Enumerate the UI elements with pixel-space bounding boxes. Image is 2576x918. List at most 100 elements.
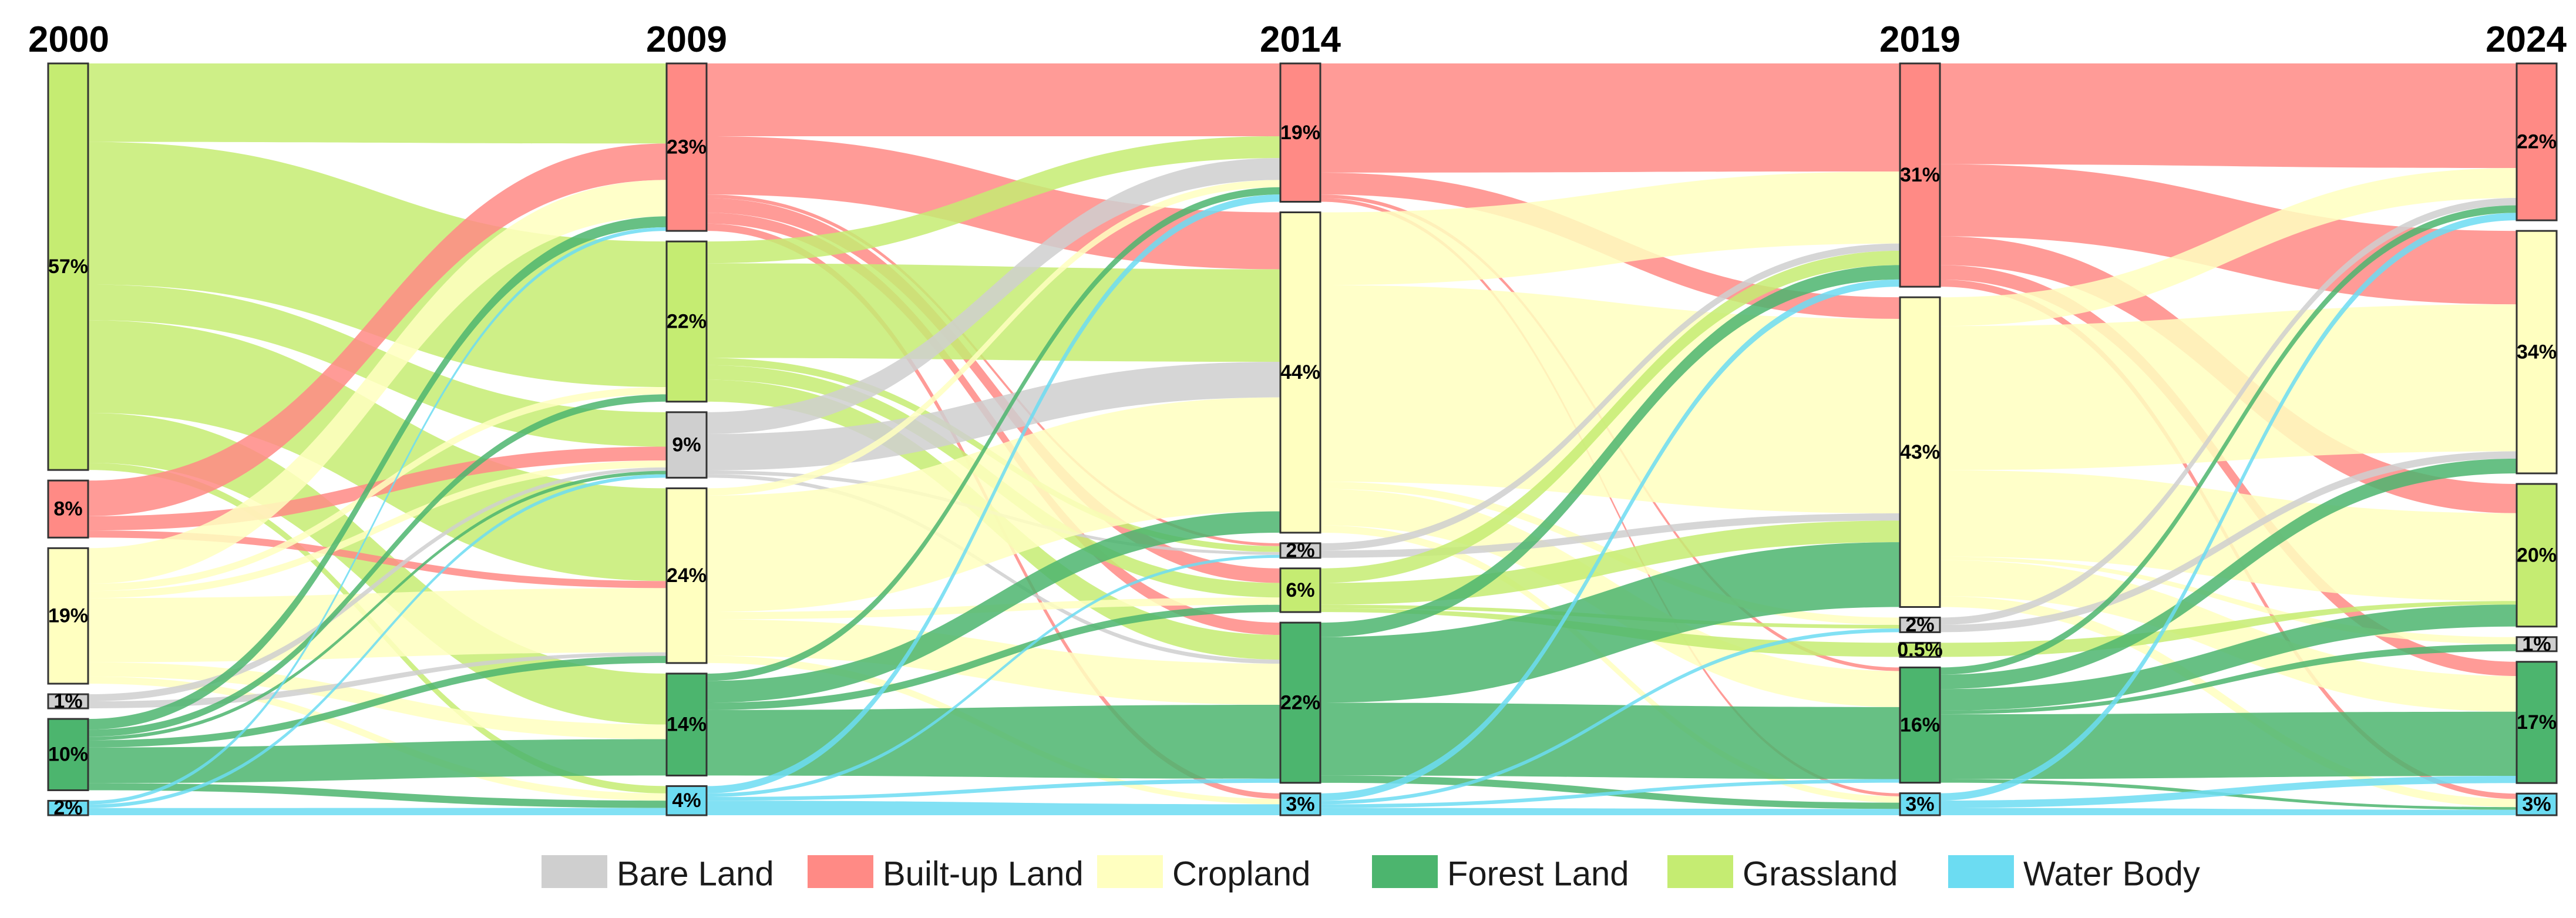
flow-2019-cropland-to-2024-water-body [1940, 596, 2517, 808]
node-label-2024-built-up-land: 22% [2517, 131, 2557, 153]
node-label-2014-bare-land: 2% [1286, 539, 1314, 561]
flow-2014-cropland-to-2019-built-up-land [1320, 171, 1900, 285]
node-label-2024-water-body: 3% [2522, 793, 2551, 816]
node-2000-water-body [47, 799, 89, 816]
node-2014-built-up-land [1279, 62, 1321, 203]
legend-swatch-water-body [1948, 855, 2014, 888]
node-2019-cropland [1899, 296, 1941, 608]
node-label-2000-water-body: 2% [53, 797, 82, 819]
flow-2009-forest-land-to-2014-cropland [707, 511, 1280, 703]
node-2009-water-body [665, 785, 708, 816]
flow-2009-water-body-to-2014-bare-land [707, 554, 1280, 798]
flow-2000-forest-land-to-2009-water-body [88, 783, 667, 808]
year-labels: 2000 2009 2014 2019 2024 [28, 19, 2567, 60]
node-2014-water-body [1279, 792, 1321, 816]
flow-2009-bare-land-to-2014-cropland [707, 362, 1280, 470]
node-2000-built-up-land [47, 479, 89, 539]
node-2024-cropland [2516, 230, 2558, 475]
node-2019-water-body [1899, 792, 1941, 816]
node-2009-grassland [665, 240, 708, 403]
flow-2000-grassland-to-2009-built-up-land [88, 63, 667, 144]
legend-swatch-bare-land [542, 855, 607, 888]
node-label-2009-water-body: 4% [672, 789, 701, 812]
year-label-2019: 2019 [1879, 19, 1960, 60]
flow-2019-bare-land-to-2024-built-up-land [1940, 197, 2517, 625]
flow-2000-grassland-to-2009-cropland [88, 320, 667, 581]
node-2014-cropland [1279, 211, 1321, 534]
node-label-2014-water-body: 3% [1286, 793, 1314, 815]
node-2014-grassland [1279, 567, 1321, 613]
flow-2014-water-body-to-2019-bare-land [1320, 628, 1900, 805]
flow-2019-cropland-to-2024-grassland [1940, 470, 2517, 601]
flow-2009-cropland-to-2014-cropland [707, 397, 1280, 613]
node-2000-bare-land [47, 693, 89, 709]
flow-2019-water-body-to-2024-built-up-land [1940, 213, 2517, 801]
flow-2014-grassland-to-2019-built-up-land [1320, 250, 1900, 583]
flow-2000-cropland-to-2009-built-up-land [88, 180, 667, 584]
flow-2009-cropland-to-2014-built-up-land [707, 180, 1280, 496]
flow-2009-bare-land-to-2014-built-up-land [707, 158, 1280, 434]
flow-2014-water-body-to-2019-forest-land [1320, 779, 1900, 808]
node-label-2000-forest-land: 10% [48, 744, 88, 766]
flow-2009-forest-land-to-2014-built-up-land [707, 187, 1280, 681]
legend-label-water-body: Water Body [2023, 855, 2200, 893]
flows-layer [88, 63, 2517, 815]
flow-2019-forest-land-to-2024-bare-land [1940, 644, 2517, 715]
node-2009-built-up-land [665, 62, 708, 232]
flow-2009-cropland-to-2014-forest-land [707, 619, 1280, 705]
node-label-2019-grassland: 0.5% [1897, 638, 1943, 661]
node-label-2000-built-up-land: 8% [53, 498, 82, 520]
node-2000-forest-land [47, 718, 89, 791]
flow-2009-built-up-land-to-2014-grassland [707, 198, 1280, 583]
flow-2019-forest-land-to-2024-grassland [1940, 604, 2517, 711]
node-2009-cropland [665, 487, 708, 664]
flow-2009-forest-land-to-2014-forest-land [707, 704, 1280, 779]
node-label-2000-bare-land: 1% [53, 690, 82, 712]
flow-2009-grassland-to-2014-cropland [707, 263, 1280, 362]
node-2024-bare-land [2516, 636, 2558, 653]
node-label-2024-forest-land: 17% [2517, 711, 2557, 734]
node-label-2014-built-up-land: 19% [1280, 122, 1320, 144]
flow-2019-cropland-to-2024-forest-land [1940, 560, 2517, 712]
year-label-2024: 2024 [2486, 19, 2567, 60]
flow-2000-built-up-land-to-2009-built-up-land [88, 143, 667, 516]
node-label-2000-grassland: 57% [48, 255, 88, 278]
legend: Bare Land Built-up Land Cropland Forest Lan… [542, 855, 2200, 893]
node-label-2019-forest-land: 16% [1900, 714, 1940, 737]
flow-2019-water-body-to-2024-water-body [1940, 808, 2517, 815]
node-label-2019-bare-land: 2% [1905, 614, 1934, 636]
year-label-2014: 2014 [1260, 19, 1341, 60]
node-2009-bare-land [665, 411, 708, 479]
node-2024-forest-land [2516, 661, 2558, 784]
flow-2009-water-body-to-2014-forest-land [707, 778, 1280, 801]
node-label-2009-grassland: 22% [667, 310, 707, 332]
flow-2019-water-body-to-2024-forest-land [1940, 776, 2517, 808]
flow-2019-grassland-to-2024-grassland [1940, 601, 2517, 657]
flow-2019-bare-land-to-2024-cropland [1940, 451, 2517, 633]
flow-2009-forest-land-to-2014-grassland [707, 604, 1280, 710]
node-label-2009-forest-land: 14% [667, 714, 707, 736]
node-2019-forest-land [1899, 666, 1941, 784]
flow-2000-forest-land-to-2009-cropland [88, 655, 667, 748]
flow-2019-forest-land-to-2024-forest-land [1940, 711, 2517, 779]
node-label-2014-cropland: 44% [1280, 361, 1320, 384]
flow-2000-bare-land-to-2009-bare-land [88, 467, 667, 702]
node-2019-grassland [1899, 641, 1941, 658]
node-2019-built-up-land [1899, 62, 1941, 288]
node-label-2024-bare-land: 1% [2522, 633, 2551, 655]
flow-2000-forest-land-to-2009-bare-land [88, 470, 667, 741]
node-label-2014-forest-land: 22% [1280, 691, 1320, 714]
flow-2014-water-body-to-2019-built-up-land [1320, 279, 1900, 801]
flow-2000-grassland-to-2009-grassland [88, 142, 667, 388]
node-2024-built-up-land [2516, 62, 2558, 221]
flow-2009-water-body-to-2014-water-body [707, 801, 1280, 815]
flow-2014-built-up-land-to-2019-built-up-land [1320, 63, 1900, 173]
flow-2014-forest-land-to-2019-built-up-land [1320, 265, 1900, 637]
node-2009-forest-land [665, 672, 708, 776]
node-label-2024-grassland: 20% [2517, 544, 2557, 566]
flow-2009-water-body-to-2014-built-up-land [707, 194, 1280, 793]
flow-2000-built-up-land-to-2009-cropland [88, 530, 667, 589]
node-label-2009-built-up-land: 23% [667, 136, 707, 159]
legend-label-bare-land: Bare Land [617, 855, 774, 893]
flow-2000-water-body-to-2009-built-up-land [88, 227, 667, 805]
